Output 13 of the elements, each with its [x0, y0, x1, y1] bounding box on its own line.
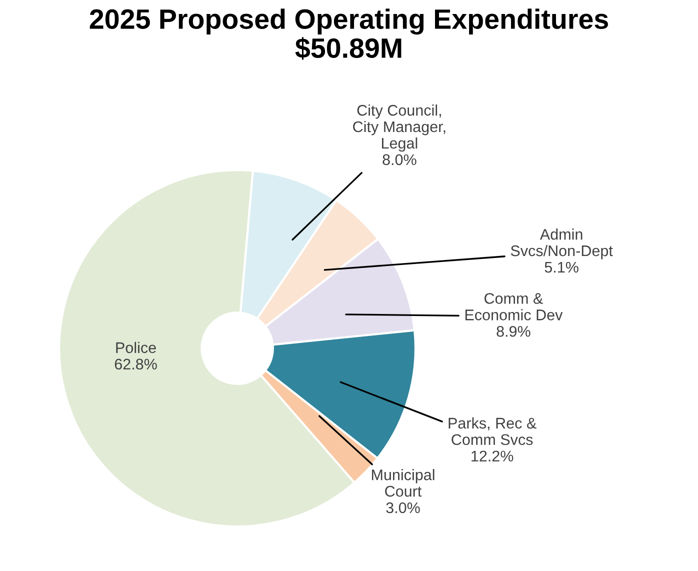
data-label: 62.8%	[114, 358, 157, 370]
slice-label: Police	[116, 342, 156, 354]
data-label: 8.9%	[496, 326, 530, 337]
data-label: 12.2%	[472, 450, 514, 462]
slice-label: Municipal Court	[372, 469, 434, 497]
slice-label: City Council, City Manager, Legal	[353, 104, 446, 152]
data-label: 3.0%	[386, 502, 420, 514]
data-label: 5.1%	[544, 262, 578, 273]
chart-title: 2025 Proposed Operating Expenditures $50.89M	[90, 8, 608, 60]
slice-label: Comm & Economic Dev	[465, 293, 563, 320]
slice-label: Parks, Rec & Comm Svcs	[448, 417, 536, 446]
slice-label: Admin Svcs/Non-Dept	[510, 228, 613, 260]
data-label: 8.0%	[382, 154, 416, 166]
